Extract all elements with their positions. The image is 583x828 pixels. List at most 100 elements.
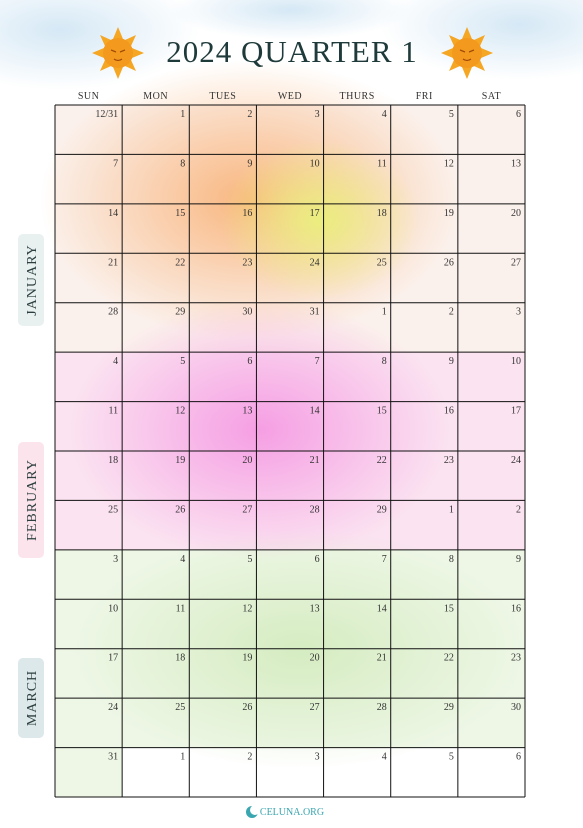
day-number: 5	[247, 554, 252, 565]
day-number: 23	[242, 257, 252, 268]
day-number: 4	[180, 554, 185, 565]
day-number: 5	[449, 752, 454, 763]
day-number: 7	[382, 554, 387, 565]
day-number: 2	[247, 752, 252, 763]
day-number: 18	[377, 208, 387, 219]
day-number: 11	[109, 406, 119, 417]
day-number: 14	[108, 208, 118, 219]
day-number: 13	[242, 406, 252, 417]
day-number: 21	[108, 257, 118, 268]
day-number: 25	[108, 504, 118, 515]
weekday: WED	[278, 91, 302, 102]
day-number: 24	[310, 257, 320, 268]
day-number: 12	[242, 603, 252, 614]
day-number: 4	[382, 109, 387, 120]
cell	[457, 451, 525, 501]
day-number: 17	[108, 653, 118, 664]
day-number: 29	[444, 702, 454, 713]
day-number: 24	[108, 702, 118, 713]
day-number: 6	[516, 109, 521, 120]
day-number: 3	[516, 307, 521, 318]
weekday: FRI	[416, 91, 433, 102]
day-number: 22	[175, 257, 185, 268]
day-number: 1	[382, 307, 387, 318]
footer-logo	[246, 805, 260, 818]
day-number: 27	[511, 257, 521, 268]
day-number: 19	[444, 208, 454, 219]
day-number: 3	[315, 109, 320, 120]
day-number: 1	[180, 109, 185, 120]
day-number: 8	[382, 356, 387, 367]
day-number: 26	[175, 504, 185, 515]
day-number: 22	[377, 455, 387, 466]
day-number: 19	[175, 455, 185, 466]
day-number: 6	[315, 554, 320, 565]
day-number: 11	[176, 603, 186, 614]
day-number: 30	[242, 307, 252, 318]
sun-left	[92, 27, 144, 79]
day-number: 11	[377, 158, 387, 169]
cell	[457, 203, 525, 254]
day-number: 24	[511, 455, 521, 466]
day-number: 18	[108, 455, 118, 466]
day-number: 31	[108, 752, 118, 763]
day-number: 30	[511, 702, 521, 713]
day-number: 19	[242, 653, 252, 664]
day-number: 2	[516, 504, 521, 515]
weekday: MON	[143, 91, 168, 102]
day-number: 8	[449, 554, 454, 565]
day-number: 6	[247, 356, 252, 367]
cell	[457, 253, 525, 303]
cell	[457, 302, 525, 353]
day-number: 8	[180, 158, 185, 169]
day-number: 17	[310, 208, 320, 219]
day-number: 15	[377, 406, 387, 417]
day-number: 21	[377, 653, 387, 664]
day-number: 16	[444, 406, 454, 417]
day-number: 20	[242, 455, 252, 466]
day-number: 4	[382, 752, 387, 763]
day-number: 12	[444, 158, 454, 169]
cell	[55, 747, 123, 797]
day-number: 5	[449, 109, 454, 120]
day-number: 15	[175, 208, 185, 219]
month-label: JANUARY	[25, 244, 40, 316]
day-number: 29	[377, 504, 387, 515]
day-number: 13	[511, 158, 521, 169]
day-number: 23	[444, 455, 454, 466]
day-number: 27	[242, 504, 252, 515]
day-number: 5	[180, 356, 185, 367]
day-number: 14	[310, 406, 320, 417]
cell	[457, 352, 525, 402]
day-number: 10	[511, 356, 521, 367]
day-number: 12	[175, 406, 185, 417]
day-number: 16	[511, 603, 521, 614]
weekday: THURS	[339, 91, 374, 102]
footer: CELUNA.ORG	[260, 807, 324, 818]
day-number: 27	[310, 702, 320, 713]
day-number: 14	[377, 603, 387, 614]
weekday: TUES	[209, 91, 236, 102]
day-number: 13	[310, 603, 320, 614]
cell	[457, 154, 525, 204]
day-number: 9	[516, 554, 521, 565]
day-number: 2	[247, 109, 252, 120]
day-number: 2	[449, 307, 454, 318]
day-number: 26	[242, 702, 252, 713]
cell	[457, 401, 525, 451]
cell	[122, 747, 190, 797]
cell	[457, 500, 525, 550]
weekday: SUN	[78, 91, 100, 102]
day-number: 21	[310, 455, 320, 466]
day-number: 25	[175, 702, 185, 713]
day-number: 28	[310, 504, 320, 515]
day-number: 23	[511, 653, 521, 664]
day-number: 26	[444, 257, 454, 268]
day-number: 3	[315, 752, 320, 763]
month-label: FEBRUARY	[25, 459, 40, 541]
day-number: 17	[511, 406, 521, 417]
day-number: 10	[108, 603, 118, 614]
cell	[55, 302, 123, 353]
